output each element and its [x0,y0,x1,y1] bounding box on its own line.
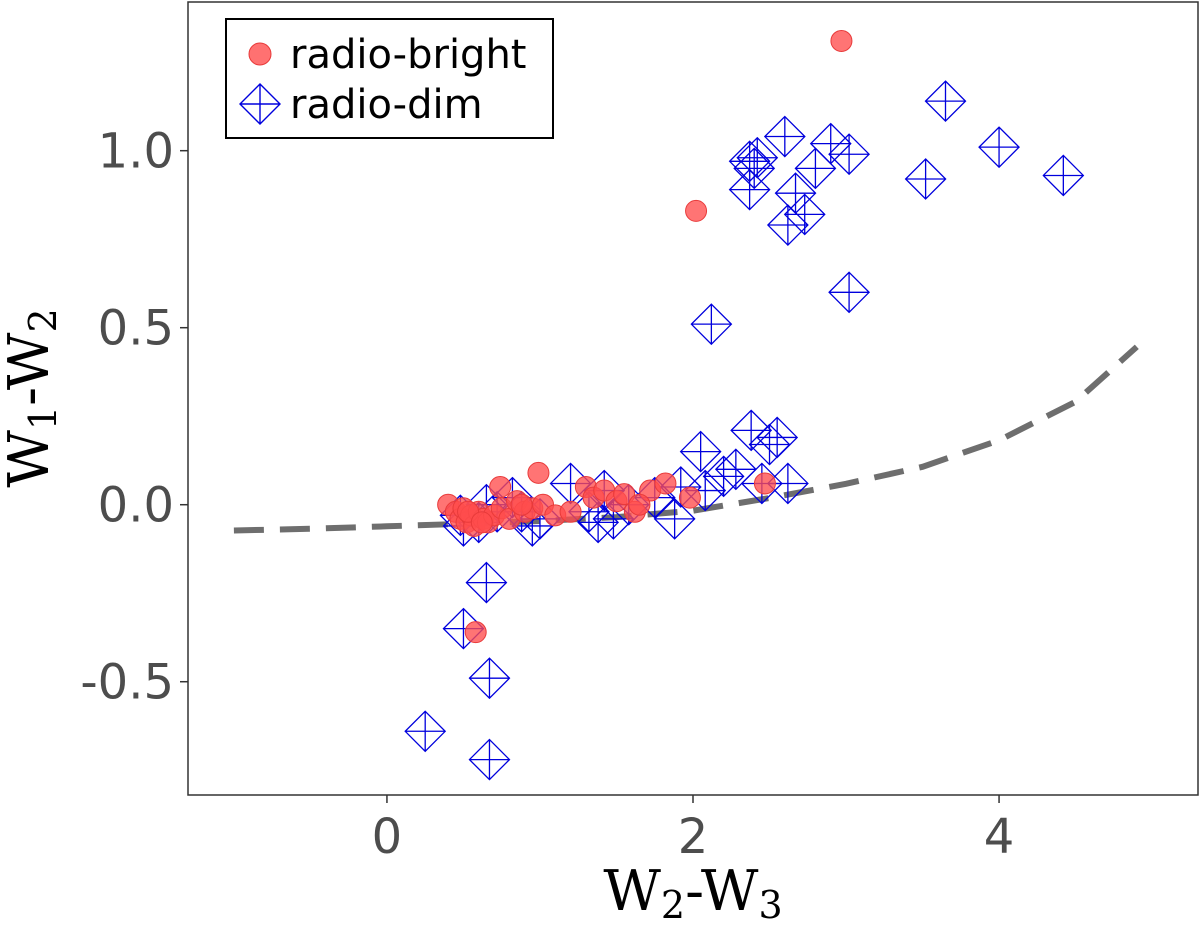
y-tick-label: 0.0 [98,478,174,534]
radio-bright-point [470,511,493,534]
radio-dim-point [733,147,776,190]
x-tick-label: 0 [372,809,403,865]
y-axis-title: W1-W2 [0,308,65,487]
radio-bright-point [628,493,651,516]
radio-bright-point [559,500,582,523]
radio-bright-point [753,472,776,495]
legend-marker-radio-bright [248,42,272,66]
radio-dim-point [924,80,967,123]
radio-bright-point [654,472,677,495]
x-tick-label: 2 [678,809,709,865]
x-tick-label: 4 [984,809,1015,865]
radio-bright-point [510,493,533,516]
legend-marker-radio-dim [239,83,281,125]
radio-dim-point [904,158,947,200]
radio-dim-point [465,561,508,604]
y-tick-label: 0.5 [98,301,174,357]
radio-dim-point [404,710,447,753]
x-axis-title: W2-W3 [603,859,782,926]
radio-bright-point [527,461,550,484]
radio-bright-point [830,29,853,52]
radio-dim-point [468,657,511,700]
radio-bright-point [464,621,487,644]
legend-label-radio-dim: radio-dim [290,82,483,128]
y-tick-label: 1.0 [98,124,174,180]
radio-dim-point [653,497,696,540]
radio-bright-point [489,476,512,499]
y-tick-label: -0.5 [80,655,174,711]
radio-bright-point [685,199,708,222]
radio-dim-point [763,115,806,158]
radio-dim-point [978,126,1020,169]
radio-dim-point [828,271,871,314]
legend-box [225,18,554,139]
reference-curve [233,344,1139,534]
radio-bright-point [678,486,701,509]
legend: radio-bright radio-dim [225,18,554,139]
radio-dim-point [690,303,733,346]
radio-dim-point [577,501,620,544]
radio-dim-point [468,738,511,781]
radio-dim-point [1042,154,1085,197]
radio-dim-point [748,423,791,466]
radio-dim-point [728,168,771,211]
legend-label-radio-bright: radio-bright [290,32,526,78]
radio-dim-point [766,204,809,246]
radio-bright-point [613,483,636,506]
radio-dim-point [794,147,837,190]
radio-dim-point [828,133,871,176]
radio-dim-point [679,430,722,473]
